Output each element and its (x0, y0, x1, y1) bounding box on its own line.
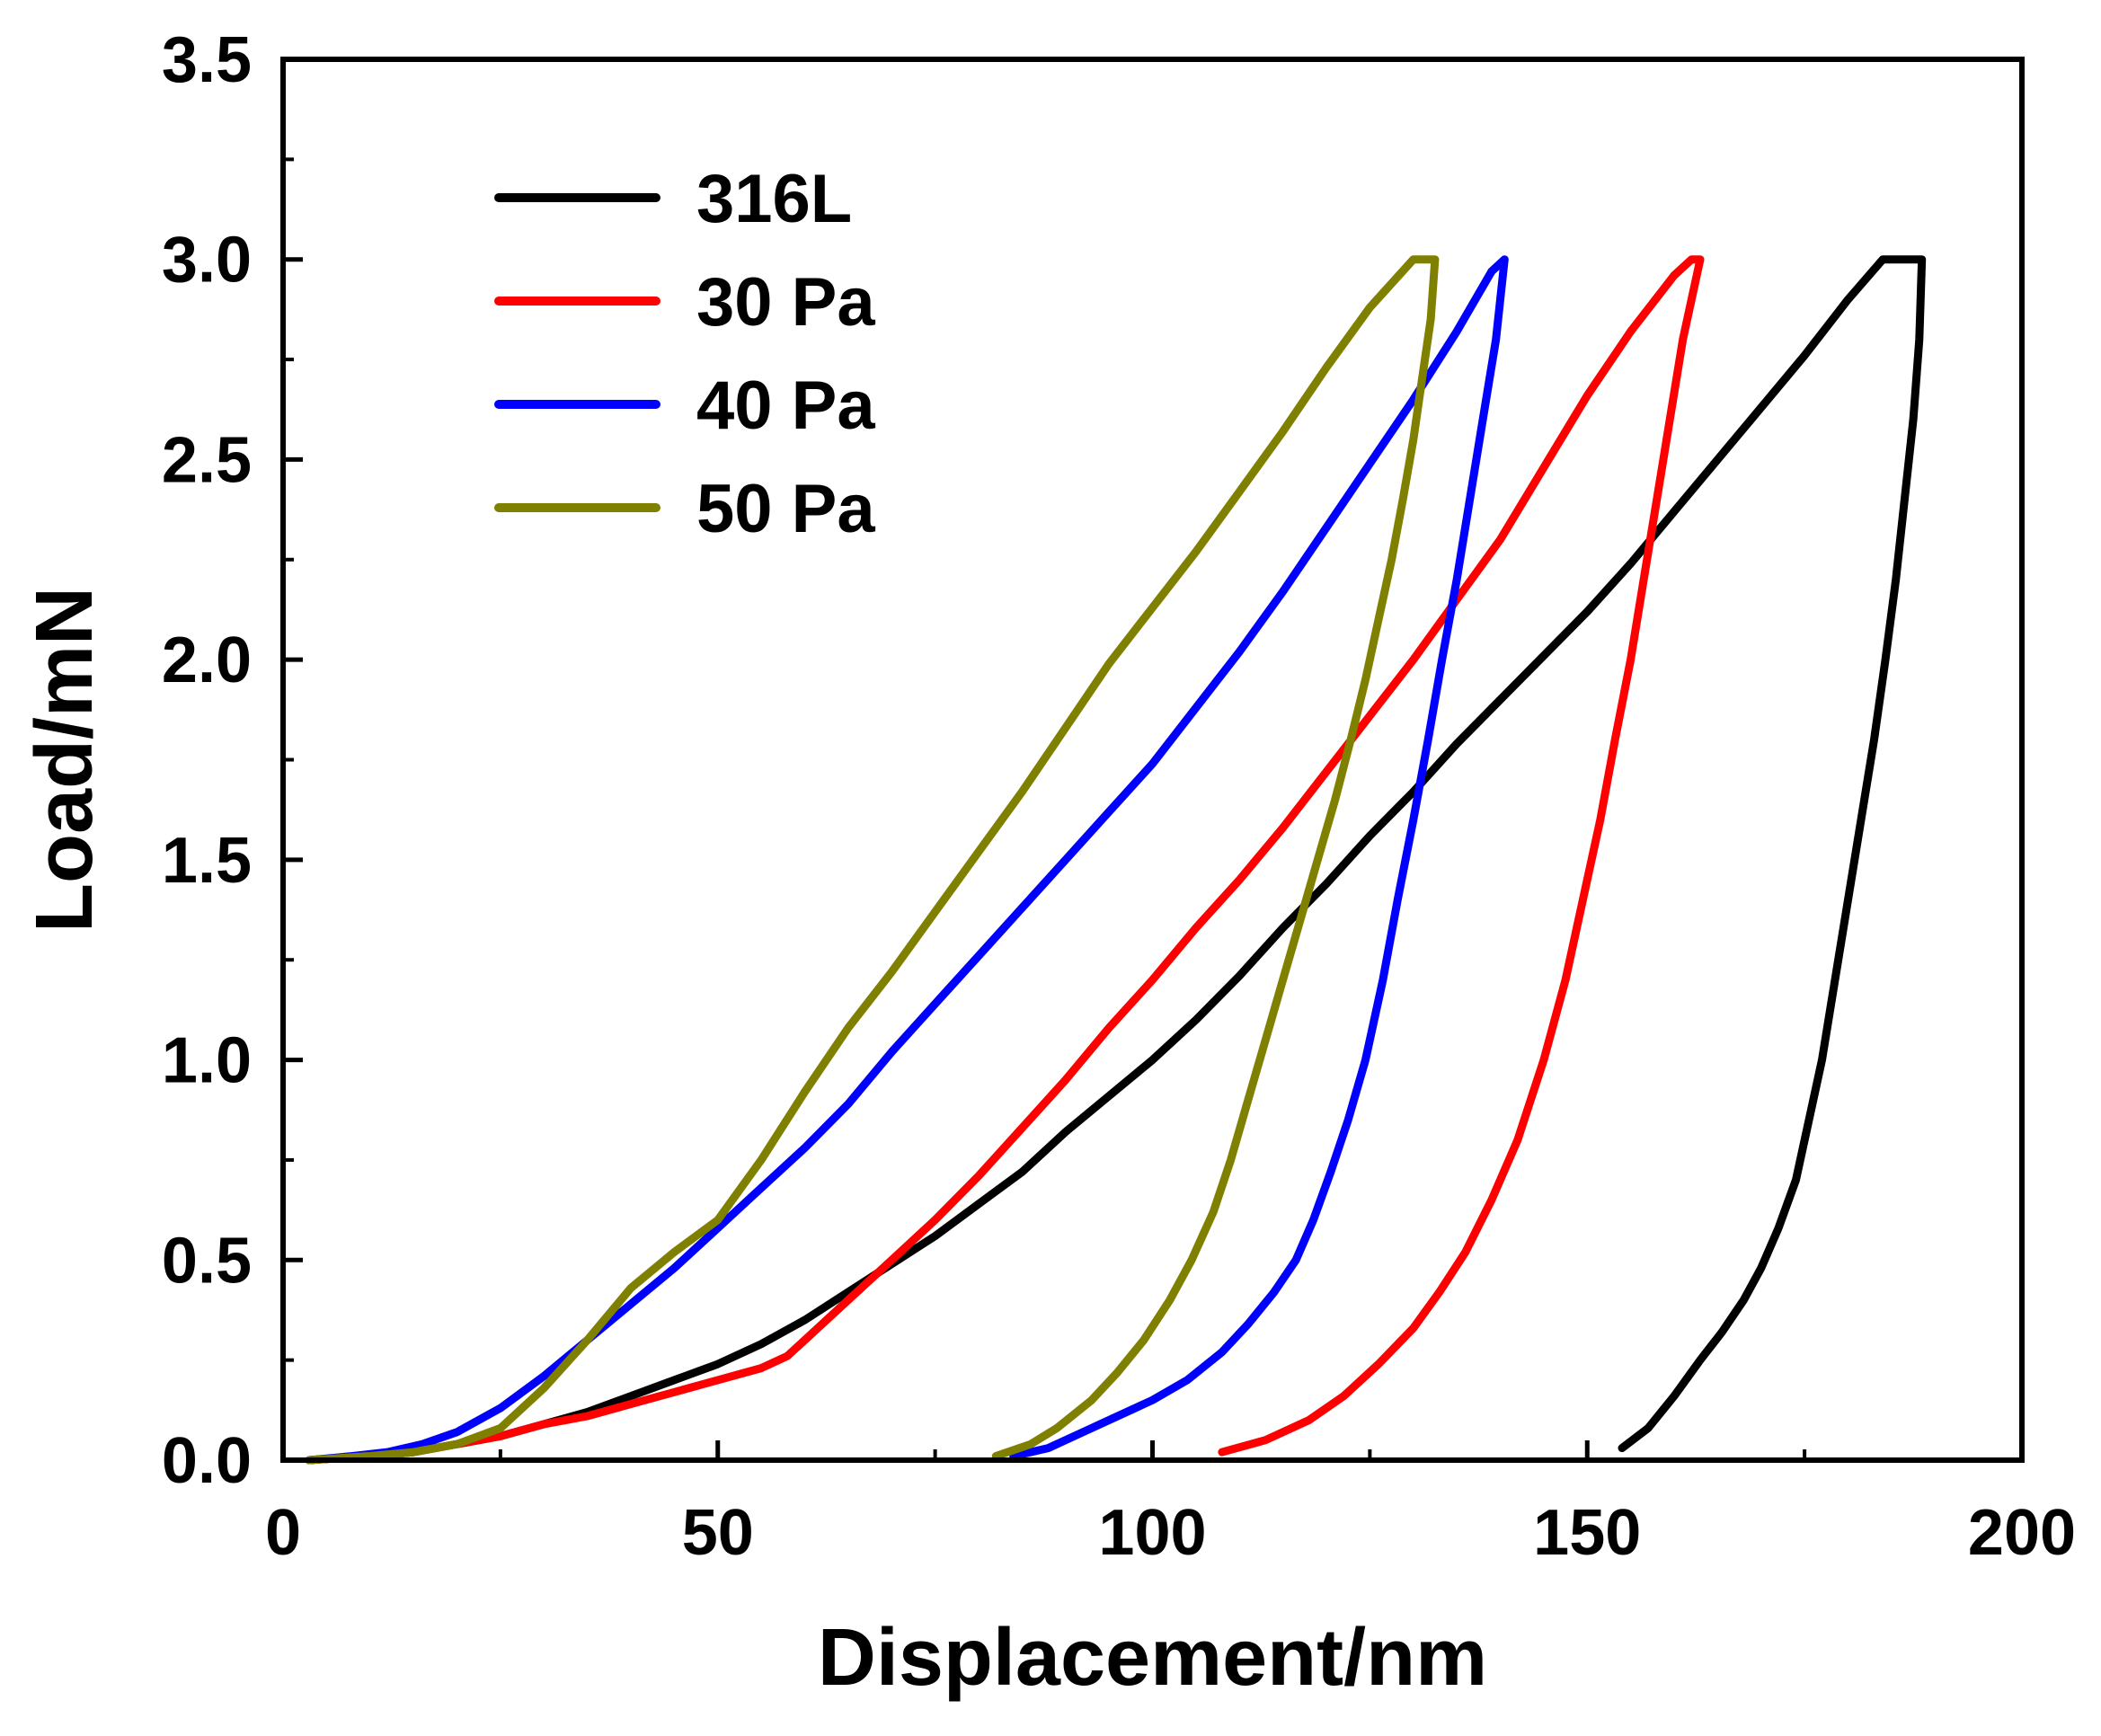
axis-tick-labels: 0 50 100 150 200 0.0 0.5 1.0 1.5 2.0 2.5 3.0 3.5 (162, 24, 2076, 1569)
y-tick-label: 3.0 (162, 225, 252, 297)
y-tick-label: 3.5 (162, 24, 252, 96)
legend-label: 50 Pa (696, 471, 875, 547)
series-line-30-pa (305, 255, 1705, 1465)
legend-label: 30 Pa (696, 264, 875, 341)
series-line-50-pa (305, 255, 1440, 1465)
legend: 316L 30 Pa 40 Pa 50 Pa (494, 161, 875, 547)
y-tick-label: 1.5 (162, 825, 252, 897)
x-tick-label: 0 (265, 1497, 301, 1569)
axis-ticks (280, 57, 2025, 1463)
x-tick-label: 50 (682, 1497, 754, 1569)
y-tick-label: 1.0 (162, 1025, 252, 1097)
y-tick-label: 2.0 (162, 624, 252, 696)
legend-label: 316L (696, 161, 852, 237)
y-tick-label: 0.0 (162, 1425, 252, 1497)
series-layer (305, 255, 1927, 1465)
y-tick-label: 0.5 (162, 1225, 252, 1297)
y-axis-label: Load/mN (20, 587, 110, 933)
legend-label: 40 Pa (696, 368, 875, 444)
series-line-40-pa (305, 255, 1509, 1465)
x-tick-label: 100 (1098, 1497, 1206, 1569)
series-line-316l (305, 255, 1927, 1465)
y-tick-label: 2.5 (162, 424, 252, 496)
x-tick-label: 200 (1968, 1497, 2076, 1569)
x-tick-label: 150 (1533, 1497, 1641, 1569)
x-axis-label: Displacement/nm (818, 1613, 1487, 1703)
